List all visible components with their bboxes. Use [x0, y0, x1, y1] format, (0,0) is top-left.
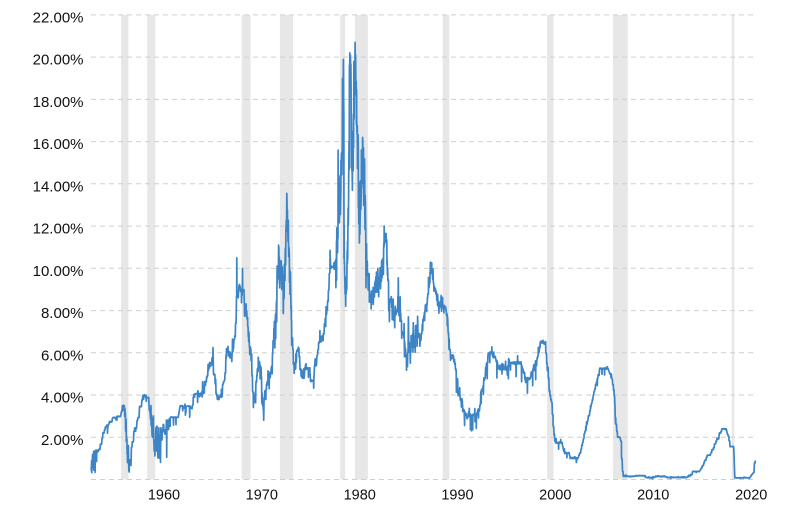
svg-text:1960: 1960: [148, 488, 180, 504]
svg-text:2000: 2000: [539, 488, 571, 504]
svg-text:1970: 1970: [246, 488, 278, 504]
svg-text:2010: 2010: [637, 488, 669, 504]
svg-text:16.00%: 16.00%: [33, 136, 84, 153]
svg-text:4.00%: 4.00%: [41, 390, 84, 407]
svg-text:2.00%: 2.00%: [41, 432, 84, 449]
svg-text:6.00%: 6.00%: [41, 347, 84, 364]
svg-text:12.00%: 12.00%: [33, 221, 84, 238]
svg-text:8.00%: 8.00%: [41, 305, 84, 322]
svg-text:22.00%: 22.00%: [33, 10, 84, 27]
svg-text:1980: 1980: [344, 488, 376, 504]
svg-text:14.00%: 14.00%: [33, 178, 84, 195]
svg-text:10.00%: 10.00%: [33, 263, 84, 280]
svg-text:2020: 2020: [735, 488, 767, 504]
svg-text:20.00%: 20.00%: [33, 52, 84, 69]
svg-text:1990: 1990: [441, 488, 473, 504]
svg-text:18.00%: 18.00%: [33, 94, 84, 111]
